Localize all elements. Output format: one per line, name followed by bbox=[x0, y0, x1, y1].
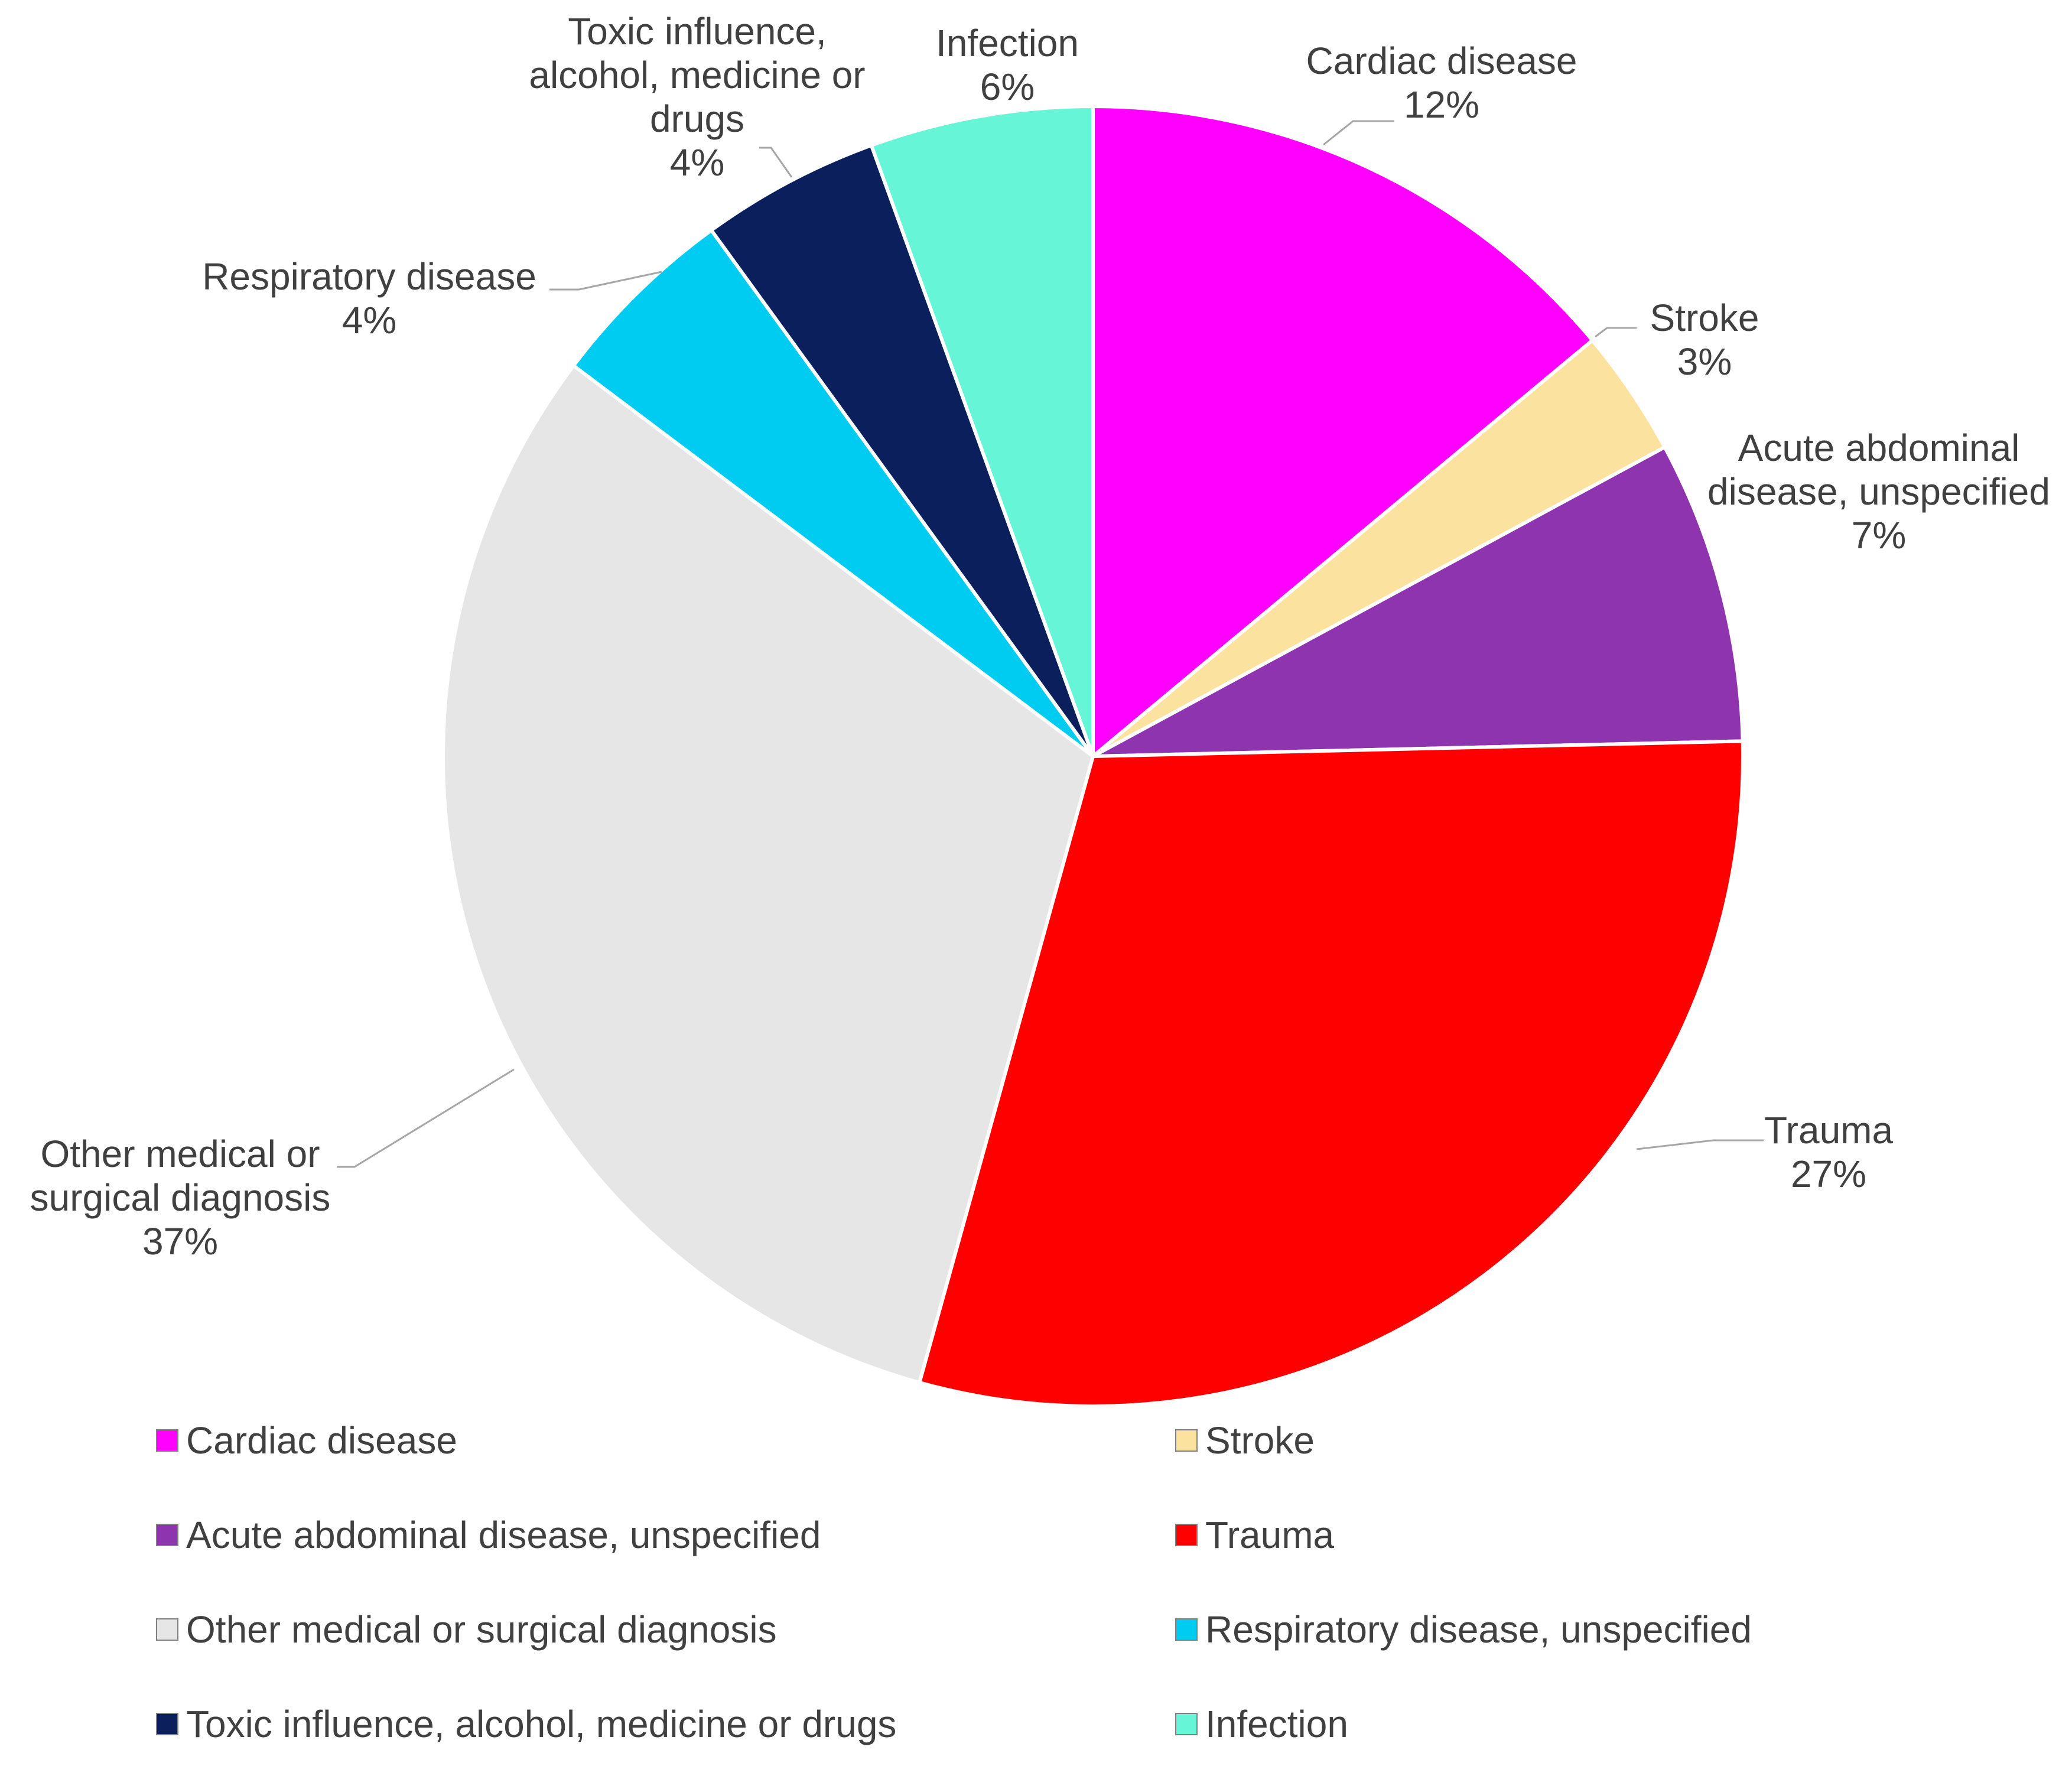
slice-trauma bbox=[917, 739, 1745, 1408]
data-label-other-medical-or-surgical-diagnosis: Other medical or surgical diagnosis 37% bbox=[30, 1133, 331, 1263]
legend-label-acute-abdominal-disease-unspecified: Acute abdominal disease, unspecified bbox=[186, 1514, 821, 1556]
leader-lines bbox=[337, 120, 1764, 1168]
legend-swatch-stroke bbox=[1175, 1429, 1198, 1452]
legend-entry-respiratory-disease-unspecified: Respiratory disease, unspecified bbox=[1175, 1608, 1752, 1651]
legend-label-stroke: Stroke bbox=[1205, 1419, 1315, 1462]
data-label-trauma: Trauma 27% bbox=[1764, 1109, 1894, 1195]
legend-entry-trauma: Trauma bbox=[1175, 1514, 1335, 1556]
data-labels: Cardiac disease 12% Stroke 3% Acute abdomina… bbox=[30, 10, 2050, 1263]
pie-slices bbox=[441, 104, 1745, 1408]
leader-line-stroke bbox=[1595, 327, 1637, 338]
legend-swatch-other-medical-or-surgical-diagnosis bbox=[156, 1618, 178, 1641]
legend-label-infection: Infection bbox=[1205, 1703, 1348, 1745]
legend-entry-other-medical-or-surgical-diagnosis: Other medical or surgical diagnosis bbox=[156, 1608, 777, 1651]
legend-swatch-cardiac-disease bbox=[156, 1429, 178, 1452]
slice-toxic-influence-alcohol-medicine-or-drugs bbox=[708, 143, 1095, 757]
data-label-infection: Infection 6% bbox=[936, 22, 1079, 108]
legend-entry-toxic-influence-alcohol-medicine-or-drugs: Toxic influence, alcohol, medicine or dr… bbox=[156, 1703, 896, 1745]
legend-entry-cardiac-disease: Cardiac disease bbox=[156, 1419, 457, 1462]
leader-line-toxic-influence-alcohol-medicine-or-drugs bbox=[759, 147, 793, 178]
slice-infection bbox=[869, 104, 1095, 757]
legend-label-respiratory-disease-unspecified: Respiratory disease, unspecified bbox=[1205, 1608, 1752, 1651]
legend-label-cardiac-disease: Cardiac disease bbox=[186, 1419, 457, 1462]
legend-label-trauma: Trauma bbox=[1205, 1514, 1335, 1556]
legend-entry-stroke: Stroke bbox=[1175, 1419, 1315, 1462]
leader-line-cardiac-disease bbox=[1323, 120, 1394, 146]
data-label-respiratory-disease-unspecified: Respiratory disease 4% bbox=[202, 255, 536, 342]
legend-swatch-toxic-influence-alcohol-medicine-or-drugs bbox=[156, 1713, 178, 1735]
leader-line-respiratory-disease-unspecified bbox=[549, 271, 662, 291]
slice-other-medical-or-surgical-diagnosis bbox=[441, 363, 1095, 1385]
legend-swatch-respiratory-disease-unspecified bbox=[1175, 1618, 1198, 1641]
slice-acute-abdominal-disease-unspecified bbox=[1092, 444, 1745, 758]
data-label-cardiac-disease: Cardiac disease 12% bbox=[1306, 40, 1577, 126]
slice-cardiac-disease bbox=[1091, 104, 1595, 760]
legend-swatch-acute-abdominal-disease-unspecified bbox=[156, 1524, 178, 1546]
data-label-stroke: Stroke 3% bbox=[1650, 297, 1759, 383]
leader-line-trauma bbox=[1636, 1139, 1764, 1150]
legend-label-other-medical-or-surgical-diagnosis: Other medical or surgical diagnosis bbox=[186, 1608, 777, 1651]
legend: Cardiac disease Stroke Acute abdominal dis… bbox=[156, 1419, 1752, 1745]
legend-entry-infection: Infection bbox=[1175, 1703, 1348, 1745]
leader-line-other-medical-or-surgical-diagnosis bbox=[337, 1068, 515, 1168]
legend-entry-acute-abdominal-disease-unspecified: Acute abdominal disease, unspecified bbox=[156, 1514, 821, 1556]
legend-label-toxic-influence-alcohol-medicine-or-drugs: Toxic influence, alcohol, medicine or dr… bbox=[186, 1703, 896, 1745]
data-label-acute-abdominal-disease-unspecified: Acute abdominal disease, unspecified 7% bbox=[1707, 427, 2050, 557]
slice-respiratory-disease-unspecified bbox=[571, 227, 1095, 758]
legend-swatch-infection bbox=[1175, 1713, 1198, 1735]
data-label-toxic-influence-alcohol-medicine-or-drugs: Toxic influence, alcohol, medicine or drug… bbox=[529, 10, 865, 184]
legend-swatch-trauma bbox=[1175, 1524, 1198, 1546]
